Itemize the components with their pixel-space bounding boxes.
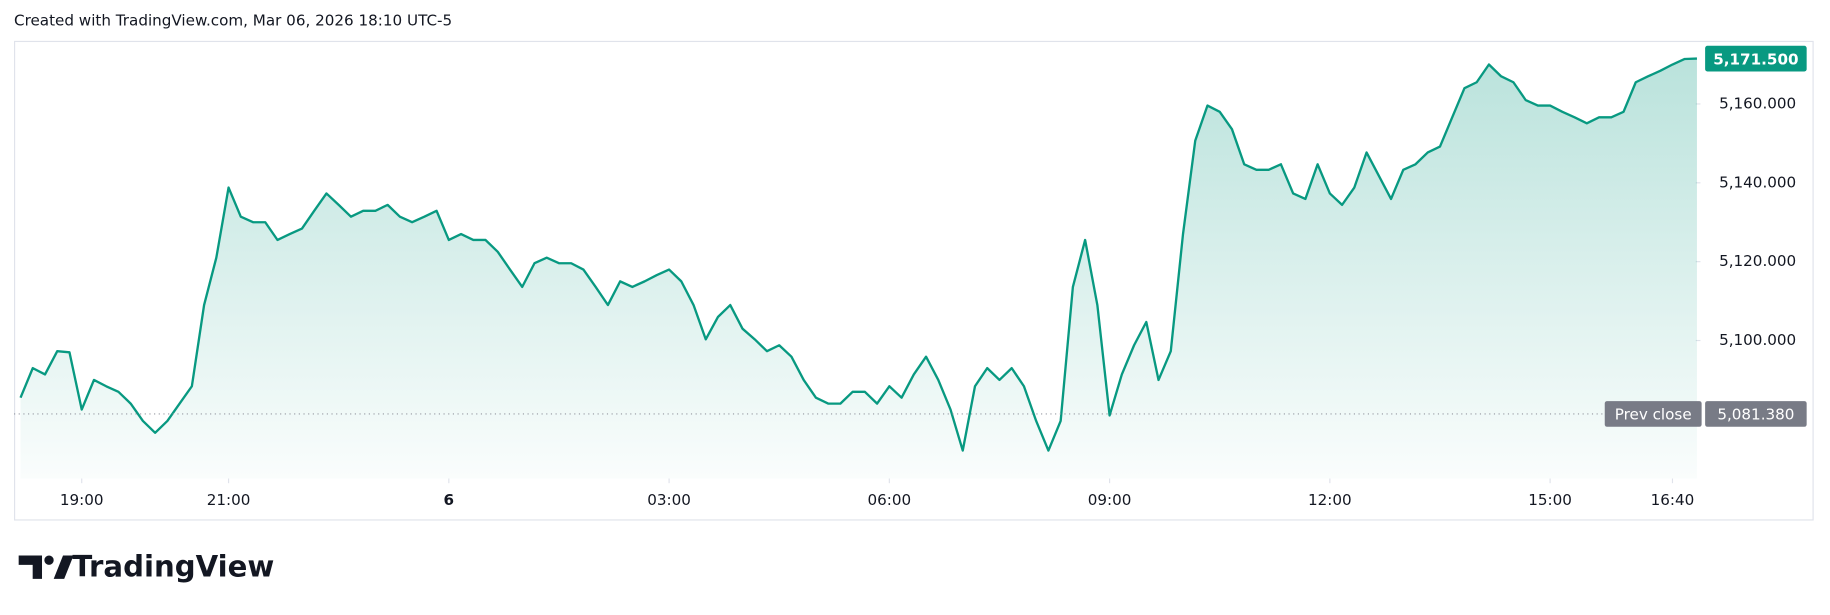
x-tick-label: 06:00 (867, 491, 911, 509)
y-tick-label: 5,100.000 (1719, 331, 1796, 349)
y-tick-label: 5,160.000 (1719, 94, 1796, 112)
x-tick-label: 12:00 (1308, 491, 1352, 509)
price-line (19, 57, 1697, 452)
brand-name: TradingView (72, 549, 274, 583)
logo-mark (18, 555, 43, 579)
header-text: Created with TradingView.com, Mar 06, 20… (14, 12, 452, 30)
x-tick-label: 03:00 (647, 491, 691, 509)
x-tick-label: 6 (444, 491, 455, 509)
x-tick-label: 15:00 (1528, 491, 1572, 509)
y-tick-label: 5,120.000 (1719, 252, 1796, 270)
x-tick-label: 19:00 (60, 491, 104, 509)
last-price-label: 5,171.500 (1713, 50, 1798, 68)
prev-close-label: Prev close (1615, 406, 1692, 424)
logo-mark (53, 555, 74, 579)
x-tick-label: 16:40 (1651, 491, 1695, 509)
prev-close-tag (1604, 401, 1702, 427)
prev-close-value-tag (1705, 401, 1807, 427)
x-tick-label: 09:00 (1088, 491, 1132, 509)
last-price-tag (1705, 45, 1807, 72)
prev-close-value: 5,081.380 (1717, 406, 1794, 424)
logo-mark (44, 555, 54, 565)
y-tick-label: 5,140.000 (1719, 173, 1796, 191)
x-tick-label: 21:00 (207, 491, 251, 509)
price-area (20, 58, 1697, 479)
logo: TradingView (18, 549, 274, 583)
chart-frame (14, 40, 1814, 521)
